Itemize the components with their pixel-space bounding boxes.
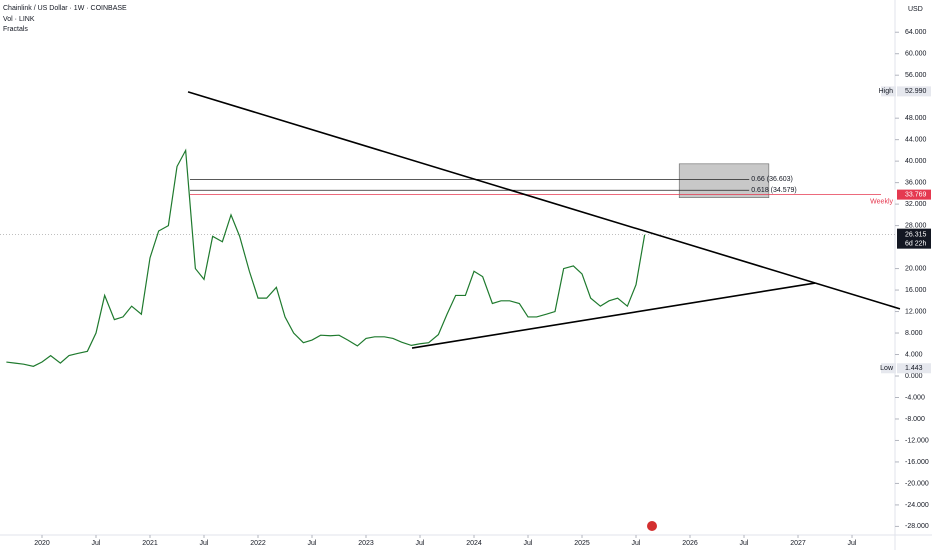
y-tick-label: -4.000 <box>905 394 925 401</box>
y-tick-label: 28.000 <box>905 222 927 229</box>
price-tag <box>897 228 931 249</box>
price-tag-label: 33.769 <box>905 191 927 198</box>
y-tick-label: 36.000 <box>905 179 927 186</box>
chart-title: Chainlink / US Dollar · 1W · COINBASE <box>3 5 127 12</box>
x-tick-label: Jul <box>308 540 317 547</box>
y-tick-label: 60.000 <box>905 51 927 58</box>
y-tick-label: -20.000 <box>905 480 929 487</box>
y-tick-label: 40.000 <box>905 158 927 165</box>
price-series <box>6 148 646 367</box>
y-tick-label: 8.000 <box>905 330 923 337</box>
x-tick-label: 2022 <box>250 540 266 547</box>
x-tick-label: Jul <box>740 540 749 547</box>
indicator: Vol · LINK <box>3 16 35 23</box>
x-tick-label: 2023 <box>358 540 374 547</box>
tag-name-bg <box>881 189 896 200</box>
y-tick-label: 44.000 <box>905 137 927 144</box>
x-tick-label: 2025 <box>574 540 590 547</box>
price-tag-label: 26.315 <box>905 231 927 238</box>
x-tick-label: Jul <box>92 540 101 547</box>
y-tick-label: 56.000 <box>905 72 927 79</box>
x-tick-label: Jul <box>848 540 857 547</box>
y-tick-label: -8.000 <box>905 416 925 423</box>
x-tick-label: Jul <box>524 540 533 547</box>
fib-label: 0.618 (34.579) <box>751 187 797 194</box>
indicator: Fractals <box>3 26 28 33</box>
price-tag-label: 52.990 <box>905 88 927 95</box>
x-tick-label: Jul <box>416 540 425 547</box>
price-tag <box>897 189 931 200</box>
x-tick-label: 2026 <box>682 540 698 547</box>
y-tick-label: 16.000 <box>905 287 927 294</box>
price-tag-name: Weekly <box>870 198 893 205</box>
trend-line <box>411 282 816 349</box>
trend-line <box>187 91 901 310</box>
price-tag-name: High <box>879 88 894 95</box>
y-tick-label: -16.000 <box>905 459 929 466</box>
price-tag-label: 1.443 <box>905 365 923 372</box>
x-tick-label: Jul <box>632 540 641 547</box>
y-tick-label: 4.000 <box>905 351 923 358</box>
y-tick-label: 48.000 <box>905 115 927 122</box>
price-tag <box>897 86 931 97</box>
price-tag-name: 6d 22h <box>905 240 927 247</box>
tag-name-bg <box>881 86 896 97</box>
x-tick-label: 2020 <box>34 540 50 547</box>
price-tag-name: Low <box>880 365 894 372</box>
fib-label: 0.66 (36.603) <box>751 176 793 183</box>
y-tick-label: -28.000 <box>905 523 929 530</box>
y-tick-label: 0.000 <box>905 373 923 380</box>
y-tick-label: 32.000 <box>905 201 927 208</box>
event-icon[interactable] <box>647 521 657 531</box>
target-zone <box>678 163 770 198</box>
currency: USD <box>908 6 923 13</box>
x-tick-label: 2021 <box>142 540 158 547</box>
tag-name-bg <box>881 363 896 374</box>
y-tick-label: 12.000 <box>905 308 927 315</box>
x-tick-label: 2024 <box>466 540 482 547</box>
y-tick-label: 20.000 <box>905 265 927 272</box>
price-tag <box>897 363 931 374</box>
x-tick-label: Jul <box>200 540 209 547</box>
y-tick-label: -24.000 <box>905 502 929 509</box>
y-tick-label: -12.000 <box>905 437 929 444</box>
y-tick-label: 64.000 <box>905 29 927 36</box>
x-tick-label: 2027 <box>790 540 806 547</box>
